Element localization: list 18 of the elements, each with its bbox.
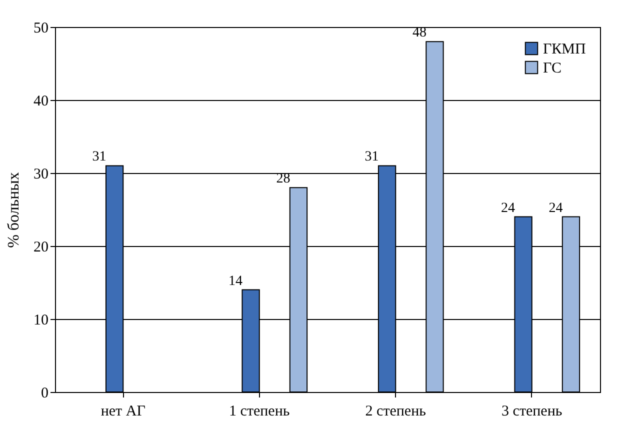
- data-label: 24: [548, 200, 563, 216]
- y-tick-label: 20: [34, 240, 48, 256]
- y-axis-title: % больных: [6, 172, 22, 248]
- y-tick-label: 40: [34, 94, 48, 110]
- data-label: 31: [364, 150, 379, 165]
- data-label: 14: [228, 274, 243, 289]
- y-tick-label: 0: [41, 386, 48, 402]
- x-tick-label: 2 степень: [365, 404, 426, 420]
- data-label: 24: [501, 200, 516, 216]
- x-tick-label: 3 степень: [502, 404, 562, 420]
- y-tick-label: 50: [34, 20, 48, 36]
- data-label: 31: [92, 150, 106, 165]
- x-tick-label: нет АГ: [100, 404, 146, 420]
- x-tick-label: 1 степень: [229, 404, 290, 420]
- y-tick-label: 10: [34, 312, 48, 328]
- y-tick-label: 30: [34, 166, 48, 182]
- legend-label: ГКМП: [543, 42, 586, 58]
- legend-label: ГС: [543, 60, 562, 76]
